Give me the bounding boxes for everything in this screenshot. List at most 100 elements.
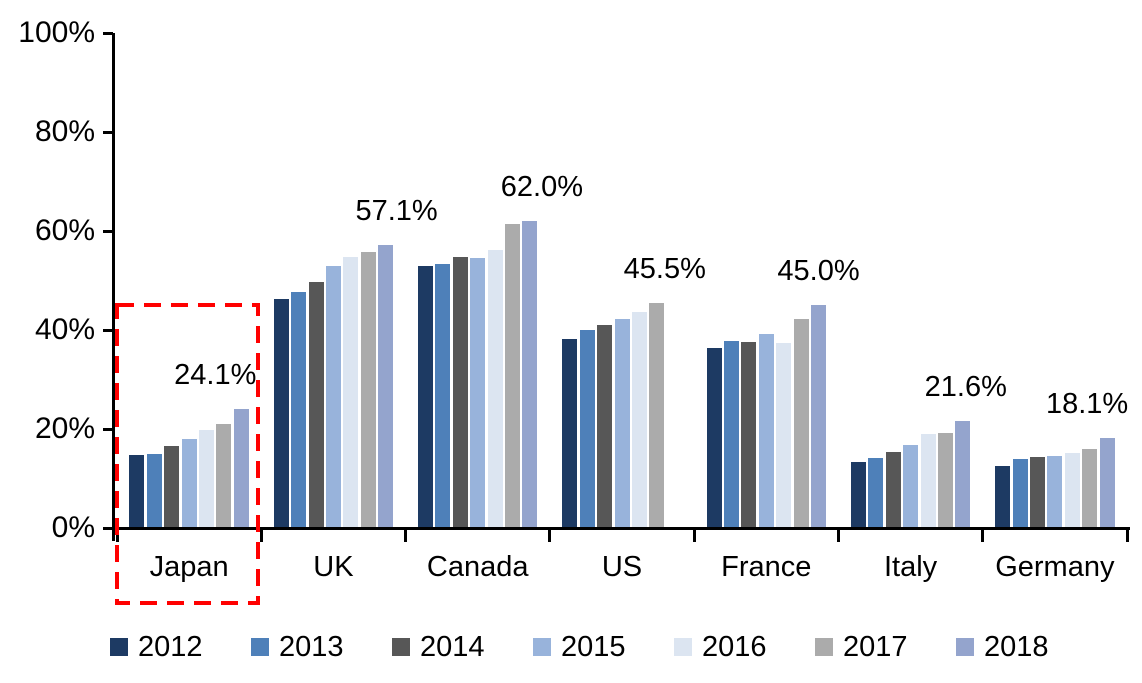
bar-japan-2016 [199,429,214,528]
bar-italy-2016 [920,433,936,528]
bar-us-2012 [562,338,578,528]
legend-label-2013: 2013 [279,631,344,663]
x-tick [404,528,408,542]
category-label-japan: Japan [149,551,229,583]
category-label-uk: UK [313,551,354,583]
bar-france-2012 [706,347,722,528]
bar-canada-2013 [435,264,451,528]
bar-uk-2012 [273,298,289,528]
bar-germany-2015 [1047,455,1063,528]
bar-france-2017 [793,318,809,528]
data-label-uk: 57.1% [355,195,438,228]
category-label-france: France [721,551,812,583]
bar-uk-2018 [378,245,394,528]
bar-france-2014 [741,341,757,528]
bar-italy-2014 [885,452,901,528]
bar-italy-2012 [850,462,866,528]
bar-uk-2016 [343,257,359,528]
bar-canada-2018 [522,221,538,528]
category-label-italy: Italy [883,551,938,583]
bar-france-2016 [776,343,792,528]
bar-canada-2015 [470,257,486,528]
bar-france-2013 [724,341,739,528]
bar-germany-2013 [1012,459,1028,528]
bar-japan-2014 [164,445,180,528]
legend-label-2016: 2016 [702,631,767,663]
legend-item-2012: 2012 [110,632,251,662]
bar-canada-2016 [487,250,503,528]
bar-germany-2016 [1064,452,1080,528]
y-tick [103,427,113,431]
legend-item-2013: 2013 [251,632,392,662]
bar-us-2017 [649,302,665,528]
y-axis-tick-label: 100% [18,16,95,49]
legend-label-2017: 2017 [843,631,908,663]
bar-canada-2014 [452,256,468,528]
bar-germany-2014 [1030,457,1045,528]
y-tick [103,31,113,35]
legend-swatch-2018 [956,638,974,656]
bar-germany-2012 [995,466,1011,528]
bar-canada-2012 [418,266,433,528]
legend-swatch-2013 [251,638,269,656]
bar-germany-2018 [1099,438,1115,528]
y-axis-tick-label: 20% [34,412,95,445]
data-label-germany: 18.1% [1045,388,1129,421]
bar-france-2015 [758,334,774,528]
legend-swatch-2017 [815,638,833,656]
bar-canada-2017 [505,223,520,528]
y-tick [103,130,113,134]
x-axis-line [112,527,1130,530]
category-label-canada: Canada [426,551,529,583]
data-label-france: 45.0% [777,255,860,288]
data-label-us: 45.5% [623,252,706,285]
bar-italy-2015 [903,444,919,528]
y-axis-tick-label: 40% [34,313,95,346]
legend-swatch-2014 [392,638,410,656]
category-label-germany: Germany [995,551,1115,583]
legend-label-2014: 2014 [420,631,485,663]
data-label-japan: 24.1% [174,358,257,391]
legend-item-2014: 2014 [392,632,533,662]
x-tick [548,528,552,542]
legend-label-2018: 2018 [984,631,1049,663]
legend-swatch-2016 [674,638,692,656]
y-axis-tick-label: 80% [34,115,95,148]
bar-japan-2013 [146,454,162,528]
bar-us-2015 [614,319,630,528]
y-axis-tick-label: 0% [51,511,95,544]
y-axis-tick-label: 60% [34,214,95,247]
legend-label-2012: 2012 [138,631,203,663]
bar-uk-2017 [360,252,376,528]
legend-item-2016: 2016 [674,632,815,662]
bar-germany-2017 [1082,449,1098,528]
legend-swatch-2012 [110,638,128,656]
bar-italy-2013 [868,457,884,528]
bar-france-2018 [811,305,826,529]
bar-japan-2017 [216,424,232,529]
x-tick [259,528,263,542]
bar-italy-2017 [937,433,953,528]
bar-japan-2012 [129,454,145,528]
category-label-us: US [601,551,643,583]
x-tick [692,528,696,542]
y-axis-line [112,33,115,541]
bar-japan-2015 [181,439,197,528]
legend-item-2015: 2015 [533,632,674,662]
bar-italy-2018 [955,421,971,528]
x-tick [836,528,840,542]
bar-us-2013 [579,329,595,528]
bar-uk-2015 [325,265,341,528]
bar-us-2016 [631,312,647,528]
bar-us-2014 [597,324,613,528]
x-tick [1125,528,1129,542]
legend: 2012 2013 2014 2015 2016 2017 2018 [110,630,1097,664]
data-label-italy: 21.6% [924,371,1007,404]
data-label-canada: 62.0% [500,171,583,204]
legend-item-2018: 2018 [956,632,1097,662]
x-tick [981,528,985,542]
y-tick [103,328,113,332]
x-tick [115,528,119,542]
y-tick [103,229,113,233]
